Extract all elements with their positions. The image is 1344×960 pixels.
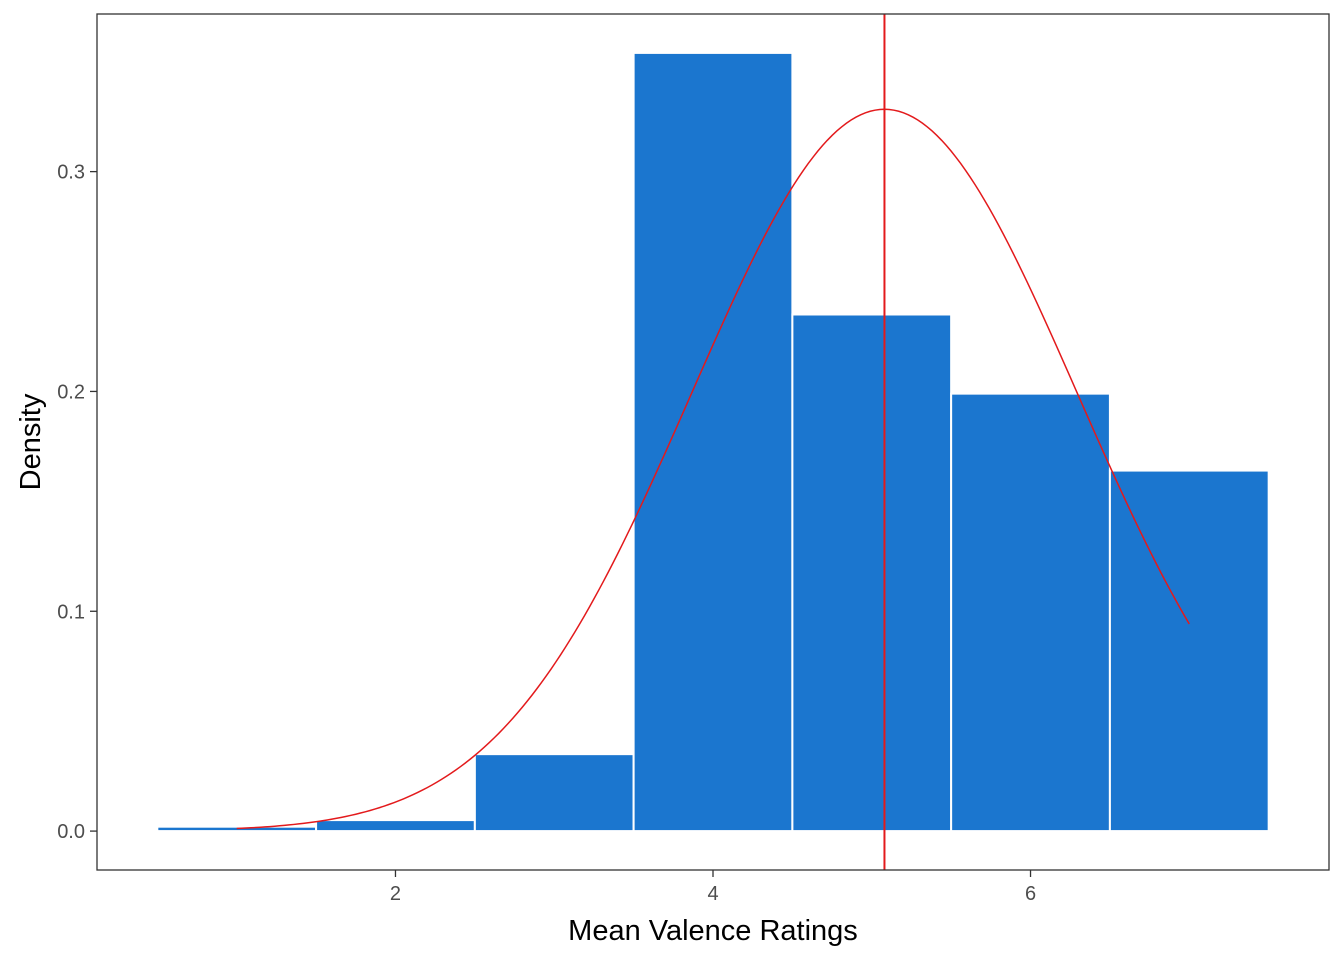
histogram-bar: [950, 392, 1111, 833]
histogram-bar: [791, 313, 953, 833]
x-tick-label: 4: [707, 883, 718, 905]
y-tick-label: 0.1: [57, 601, 85, 623]
y-tick-label: 0.2: [57, 381, 85, 403]
x-tick-label: 6: [1025, 883, 1036, 905]
bars-group: [156, 51, 1270, 833]
x-axis: 2 4 6: [390, 870, 1036, 905]
lines-group: [236, 14, 1190, 870]
histogram-bar: [632, 51, 794, 833]
histogram-bar: [473, 753, 635, 833]
y-tick-label: 0.3: [57, 162, 85, 184]
y-axis: 0.0 0.1 0.2 0.3: [57, 162, 97, 843]
y-tick-label: 0.0: [57, 821, 85, 843]
histogram-bar: [1108, 469, 1270, 833]
histogram-bar: [156, 825, 318, 833]
normal-density-curve: [236, 108, 1190, 830]
histogram-bar: [315, 819, 476, 833]
x-tick-label: 2: [390, 883, 401, 905]
y-axis-title: Density: [15, 393, 47, 490]
x-axis-title: Mean Valence Ratings: [568, 915, 858, 947]
